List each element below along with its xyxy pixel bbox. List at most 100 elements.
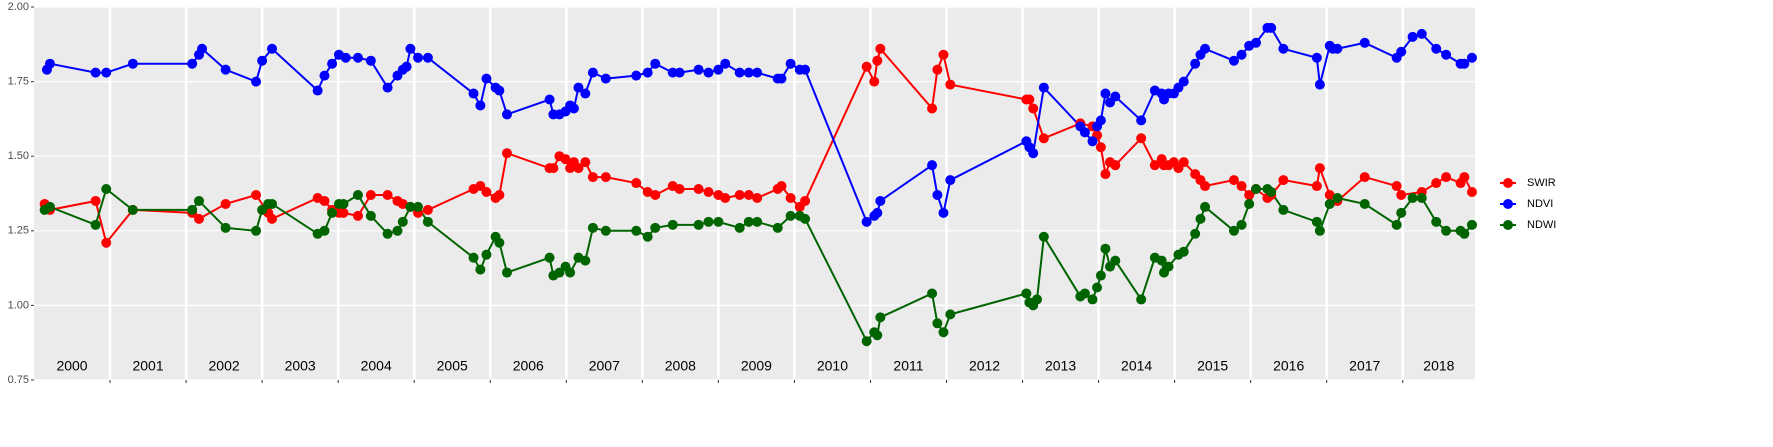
data-point [327, 207, 338, 218]
data-point [382, 82, 393, 93]
data-point [703, 187, 714, 198]
data-point [587, 172, 598, 183]
data-point [382, 228, 393, 239]
data-point [945, 309, 956, 320]
legend-marker [1503, 178, 1513, 188]
data-point [548, 163, 559, 174]
y-tick-label: 1.00 [8, 299, 29, 311]
data-point [1459, 228, 1470, 239]
data-point [327, 58, 338, 69]
data-point [580, 255, 591, 266]
data-point [1095, 115, 1106, 126]
data-point [1038, 82, 1049, 93]
year-label: 2006 [513, 358, 544, 374]
data-point [785, 58, 796, 69]
data-point [197, 43, 208, 54]
data-point [631, 225, 642, 236]
data-point [1024, 94, 1035, 105]
data-point [734, 222, 745, 233]
data-point [861, 336, 872, 347]
data-point [1407, 31, 1418, 42]
data-point [1332, 192, 1343, 203]
data-point [1324, 189, 1335, 200]
data-point [1178, 157, 1189, 168]
data-point [580, 157, 591, 168]
data-point [405, 201, 416, 212]
data-point [1079, 288, 1090, 299]
data-point [1416, 192, 1427, 203]
data-point [667, 219, 678, 230]
data-point [1396, 189, 1407, 200]
data-point [631, 178, 642, 189]
data-point [743, 189, 754, 200]
data-point [251, 225, 262, 236]
year-label: 2000 [56, 358, 87, 374]
data-point [674, 67, 685, 78]
data-point [568, 103, 579, 114]
data-point [752, 192, 763, 203]
legend-label: NDVI [1527, 198, 1553, 210]
data-point [703, 67, 714, 78]
data-point [872, 330, 883, 341]
data-point [1236, 181, 1247, 192]
data-point [544, 94, 555, 105]
data-point [422, 52, 433, 63]
data-point [319, 225, 330, 236]
plot-background [34, 7, 1475, 380]
data-point [1391, 181, 1402, 192]
data-point [861, 61, 872, 72]
data-point [1100, 243, 1111, 254]
data-point [938, 327, 949, 338]
data-point [1391, 219, 1402, 230]
legend-marker [1503, 220, 1513, 230]
data-point [405, 43, 416, 54]
data-point [468, 88, 479, 99]
data-point [1466, 52, 1477, 63]
data-point [945, 79, 956, 90]
year-label: 2005 [437, 358, 468, 374]
year-label: 2004 [361, 358, 392, 374]
data-point [642, 231, 653, 242]
data-point [1038, 133, 1049, 144]
data-point [734, 189, 745, 200]
data-point [220, 64, 231, 75]
data-point [1359, 37, 1370, 48]
data-point [1028, 103, 1039, 114]
data-point [1163, 261, 1174, 272]
data-point [1110, 91, 1121, 102]
data-point [501, 148, 512, 159]
data-point [1466, 219, 1477, 230]
data-point [1228, 225, 1239, 236]
data-point [1266, 22, 1277, 33]
data-point [267, 43, 278, 54]
data-point [1396, 46, 1407, 57]
data-point [587, 67, 598, 78]
data-point [776, 181, 787, 192]
data-point [1431, 178, 1442, 189]
data-point [667, 67, 678, 78]
year-label: 2013 [1045, 358, 1076, 374]
data-point [1311, 181, 1322, 192]
data-point [743, 67, 754, 78]
data-point [1038, 231, 1049, 242]
data-point [1311, 52, 1322, 63]
data-point [90, 195, 101, 206]
data-point [194, 213, 205, 224]
data-point [90, 67, 101, 78]
data-point [772, 222, 783, 233]
data-point [776, 73, 787, 84]
data-point [494, 85, 505, 96]
y-tick-label: 1.75 [8, 76, 29, 88]
data-point [720, 192, 731, 203]
year-label: 2011 [893, 358, 923, 374]
data-point [600, 172, 611, 183]
data-point [872, 55, 883, 66]
data-point [932, 318, 943, 329]
data-point [544, 252, 555, 263]
data-point [1431, 43, 1442, 54]
data-point [352, 210, 363, 221]
data-point [44, 58, 55, 69]
data-point [352, 189, 363, 200]
